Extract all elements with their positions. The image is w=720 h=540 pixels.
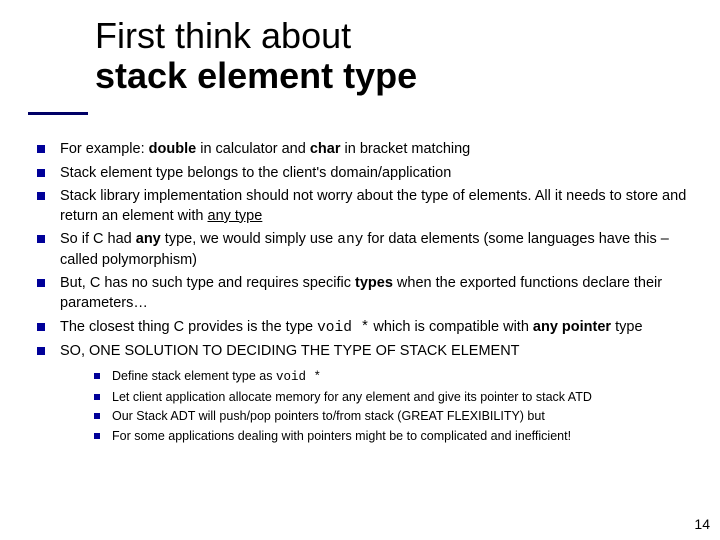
page-number: 14 — [694, 516, 710, 532]
bullet-item: SO, ONE SOLUTION TO DECIDING THE TYPE OF… — [30, 342, 700, 445]
bullet-item: Stack element type belongs to the client… — [30, 164, 700, 184]
title-underline — [28, 112, 88, 115]
bullet-item: So if C had any type, we would simply us… — [30, 230, 700, 270]
title-line-2: stack element type — [95, 56, 417, 96]
sub-bullet-item: Define stack element type as void * — [90, 368, 700, 386]
bullet-item: But, C has no such type and requires spe… — [30, 274, 700, 313]
sub-bullet-item: Our Stack ADT will push/pop pointers to/… — [90, 408, 700, 425]
slide-title: First think about stack element type — [95, 16, 417, 95]
sub-bullet-list: Define stack element type as void * Let c… — [90, 368, 700, 446]
bullet-item: The closest thing C provides is the type… — [30, 318, 700, 339]
sub-bullet-item: Let client application allocate memory f… — [90, 389, 700, 406]
bullet-item: Stack library implementation should not … — [30, 187, 700, 226]
title-line-1: First think about — [95, 16, 417, 56]
bullet-item: For example: double in calculator and ch… — [30, 140, 700, 160]
slide-body: For example: double in calculator and ch… — [30, 140, 700, 449]
sub-bullet-item: For some applications dealing with point… — [90, 428, 700, 445]
bullet-list: For example: double in calculator and ch… — [30, 140, 700, 445]
